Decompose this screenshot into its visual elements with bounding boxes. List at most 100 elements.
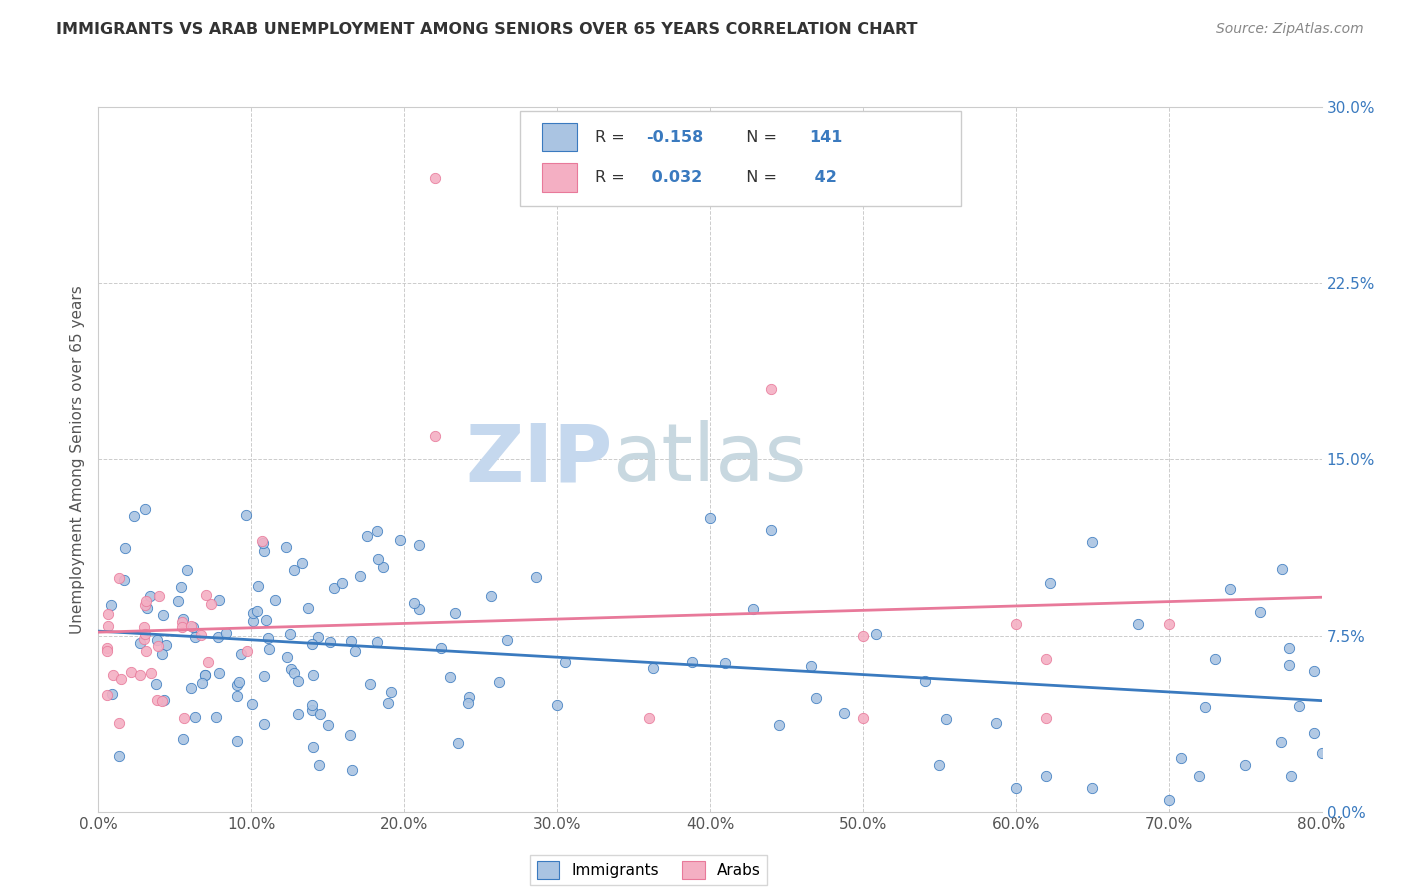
Point <box>146 693 169 707</box>
Point <box>101 668 124 682</box>
Point <box>96 644 118 658</box>
Point <box>316 718 339 732</box>
Point <box>246 604 269 618</box>
Point <box>252 536 274 550</box>
Legend: Immigrants, Arabs: Immigrants, Arabs <box>530 855 768 885</box>
Point <box>832 706 855 720</box>
Point <box>215 626 238 640</box>
Point <box>713 657 735 671</box>
Point <box>283 563 305 577</box>
Point <box>377 697 399 711</box>
Point <box>172 615 194 629</box>
Point <box>1271 562 1294 576</box>
Point <box>1279 769 1302 784</box>
Point <box>1278 641 1301 656</box>
Point <box>135 644 157 658</box>
Point <box>446 736 468 750</box>
Point <box>1035 711 1057 725</box>
Point <box>1204 652 1226 666</box>
Point <box>205 709 228 723</box>
Point <box>242 606 264 620</box>
Point <box>167 593 190 607</box>
Point <box>145 632 167 647</box>
Point <box>367 552 389 566</box>
Point <box>287 674 309 689</box>
Point <box>172 620 194 634</box>
Point <box>256 614 278 628</box>
Text: atlas: atlas <box>612 420 807 499</box>
Text: R =: R = <box>595 170 630 185</box>
Point <box>180 619 202 633</box>
Point <box>349 569 371 583</box>
Point <box>309 706 332 721</box>
Point <box>319 634 342 648</box>
Point <box>1234 757 1257 772</box>
Point <box>291 556 314 570</box>
Text: Source: ZipAtlas.com: Source: ZipAtlas.com <box>1216 22 1364 37</box>
Point <box>152 608 174 623</box>
Point <box>524 570 547 584</box>
Point <box>408 601 430 615</box>
Point <box>380 685 402 699</box>
Point <box>276 650 298 665</box>
Point <box>263 593 285 607</box>
Point <box>228 675 250 690</box>
Point <box>1288 699 1310 714</box>
Point <box>297 600 319 615</box>
Point <box>242 615 264 629</box>
Point <box>681 655 703 669</box>
Point <box>172 612 194 626</box>
Point <box>1004 616 1026 631</box>
Point <box>423 429 446 443</box>
Point <box>139 589 162 603</box>
Point <box>359 677 381 691</box>
Point <box>302 740 325 755</box>
Point <box>554 655 576 669</box>
Point <box>283 666 305 681</box>
Point <box>108 715 131 730</box>
Point <box>402 596 425 610</box>
Point <box>184 630 207 644</box>
Point <box>96 688 118 702</box>
Point <box>457 696 479 710</box>
Point <box>114 541 136 556</box>
Point <box>253 669 276 683</box>
Point <box>253 544 276 558</box>
Point <box>804 690 827 705</box>
Point <box>153 693 176 707</box>
Point <box>1004 781 1026 796</box>
Point <box>1035 652 1057 666</box>
Point <box>307 630 329 644</box>
Point <box>134 627 156 641</box>
Text: 42: 42 <box>808 170 837 185</box>
Point <box>759 382 782 396</box>
Point <box>1128 616 1150 631</box>
Point <box>96 640 118 655</box>
Point <box>308 758 330 772</box>
Point <box>129 668 152 682</box>
Point <box>101 687 124 701</box>
Point <box>176 563 198 577</box>
Point <box>1157 793 1180 807</box>
Point <box>169 581 191 595</box>
Point <box>852 628 875 642</box>
Point <box>183 620 205 634</box>
Point <box>928 757 950 772</box>
Point <box>155 638 177 652</box>
Point <box>343 643 366 657</box>
Point <box>865 626 887 640</box>
Point <box>1039 575 1062 590</box>
Point <box>108 571 131 585</box>
Point <box>200 597 222 611</box>
Point <box>146 640 169 654</box>
Point <box>253 717 276 731</box>
Point <box>134 501 156 516</box>
Point <box>256 631 278 645</box>
Point <box>110 673 132 687</box>
Point <box>132 632 155 646</box>
Point <box>278 627 301 641</box>
Point <box>184 710 207 724</box>
Point <box>366 634 388 648</box>
Point <box>97 619 120 633</box>
Point <box>699 511 721 525</box>
